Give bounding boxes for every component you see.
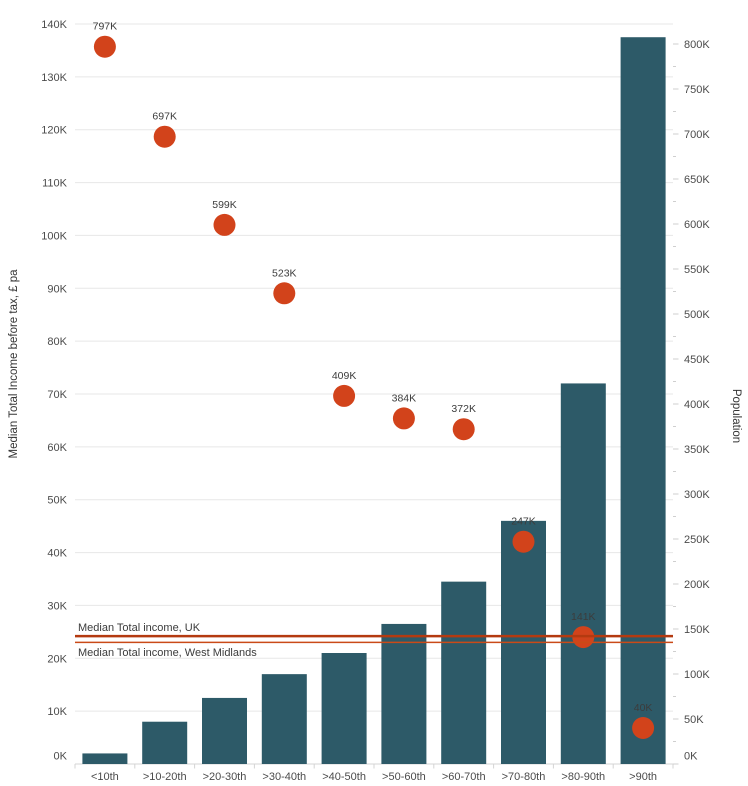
income-bar->10-20th[interactable] <box>142 721 188 764</box>
right-axis-tick-label: 750K <box>684 84 710 96</box>
left-axis-tick-label: 90K <box>47 283 67 295</box>
left-axis-tick-label: 40K <box>47 548 67 560</box>
left-axis-tick-label: 110K <box>42 178 68 190</box>
right-axis-tick-label: 0K <box>684 751 698 763</box>
population-dot-label->50-60th: 384K <box>392 392 417 404</box>
population-dot->10-20th[interactable] <box>153 125 176 148</box>
population-dot-label->20-30th: 599K <box>212 199 237 211</box>
left-axis-tick-label: 130K <box>41 72 67 84</box>
right-axis-tick-label: 250K <box>684 534 710 546</box>
population-dot-label-<10th: 797K <box>93 21 118 33</box>
x-axis-label->60-70th: >60-70th <box>442 771 486 783</box>
x-axis-label-<10th: <10th <box>91 771 119 783</box>
population-dot-label->10-20th: 697K <box>152 111 177 123</box>
right-axis-tick-label: 600K <box>684 219 710 231</box>
left-axis-tick-label: 30K <box>47 600 67 612</box>
right-axis-tick-label: 500K <box>684 309 710 321</box>
population-dot-<10th[interactable] <box>93 35 116 58</box>
population-dot-label->40-50th: 409K <box>332 370 357 382</box>
income-bar->30-40th[interactable] <box>261 674 307 764</box>
income-bar->90th[interactable] <box>620 37 666 764</box>
x-axis-label->30-40th: >30-40th <box>262 771 306 783</box>
reference-line-label-1: Median Total income, West Midlands <box>78 647 257 659</box>
x-axis-label->80-90th: >80-90th <box>561 771 605 783</box>
reference-line-label-0: Median Total income, UK <box>78 622 201 634</box>
x-axis-label->10-20th: >10-20th <box>143 771 187 783</box>
left-axis-tick-label: 120K <box>41 125 67 137</box>
population-dot->60-70th[interactable] <box>452 418 475 441</box>
income-bar->50-60th[interactable] <box>381 623 427 764</box>
left-axis-tick-label: 10K <box>47 706 67 718</box>
x-axis-label->70-80th: >70-80th <box>502 771 546 783</box>
population-dot->50-60th[interactable] <box>392 407 415 430</box>
income-bar->60-70th[interactable] <box>441 581 487 764</box>
right-axis-tick-label: 150K <box>684 624 710 636</box>
population-dot->90th[interactable] <box>632 717 655 739</box>
right-axis-tick-label: 450K <box>684 354 710 366</box>
right-axis-title: Population <box>730 388 742 444</box>
population-dot->40-50th[interactable] <box>333 384 356 407</box>
right-axis-tick-label: 700K <box>684 129 710 141</box>
population-dot-label->90th: 40K <box>634 702 653 714</box>
left-axis-tick-label: 100K <box>41 230 67 242</box>
right-axis-tick-label: 200K <box>684 579 710 591</box>
left-axis-tick-label: 70K <box>47 389 67 401</box>
left-axis-tick-label: 0K <box>54 751 68 763</box>
population-dot-label->70-80th: 247K <box>511 516 536 528</box>
right-axis-tick-label: 550K <box>684 264 710 276</box>
x-axis-label->40-50th: >40-50th <box>322 771 366 783</box>
right-axis-tick-label: 50K <box>684 714 704 726</box>
x-axis-label->50-60th: >50-60th <box>382 771 426 783</box>
right-axis-tick-label: 400K <box>684 399 710 411</box>
income-bar-<10th[interactable] <box>82 753 128 764</box>
income-bar->20-30th[interactable] <box>202 697 247 764</box>
right-axis-tick-label: 350K <box>684 444 710 456</box>
population-dot-label->60-70th: 372K <box>451 403 476 415</box>
population-dot->20-30th[interactable] <box>213 213 236 236</box>
left-axis-tick-label: 20K <box>47 653 67 665</box>
x-axis-label->90th: >90th <box>629 771 657 783</box>
income-bar->40-50th[interactable] <box>321 653 367 764</box>
left-axis-tick-label: 60K <box>47 442 67 454</box>
population-dot->70-80th[interactable] <box>512 530 535 553</box>
right-axis-tick-label: 100K <box>684 669 710 681</box>
population-dot-label->80-90th: 141K <box>571 611 596 623</box>
x-axis-label->20-30th: >20-30th <box>203 771 247 783</box>
left-axis-tick-label: 140K <box>41 19 67 31</box>
population-dot->30-40th[interactable] <box>273 282 296 305</box>
right-axis-tick-label: 650K <box>684 174 710 186</box>
income-bar->80-90th[interactable] <box>560 383 606 764</box>
right-axis-tick-label: 300K <box>684 489 710 501</box>
left-axis-tick-label: 50K <box>47 495 67 507</box>
population-dot-label->30-40th: 523K <box>272 267 297 279</box>
left-axis-tick-label: 80K <box>47 336 67 348</box>
right-axis-tick-label: 800K <box>684 39 710 51</box>
left-axis-title: Median Total Income before tax, £ pa <box>8 269 20 459</box>
